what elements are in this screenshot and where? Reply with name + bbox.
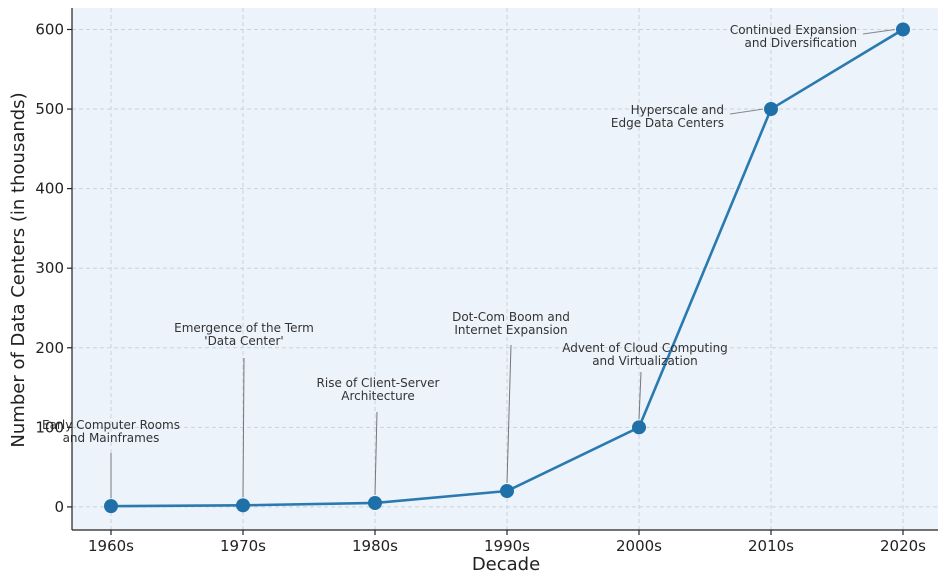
annotation-leader (242, 357, 245, 498)
data-point (632, 420, 646, 435)
y-tick-label: 600 (35, 20, 64, 38)
annotation-label: Advent of Cloud Computing (562, 341, 728, 355)
y-tick-label: 100 (35, 418, 64, 436)
annotation-leader (506, 344, 512, 484)
data-point (236, 498, 250, 513)
x-tick-label: 1960s (88, 537, 134, 555)
y-axis-title: Number of Data Centers (in thousands) (8, 92, 29, 447)
annotation-label: Internet Expansion (454, 323, 567, 337)
grid (72, 8, 938, 530)
annotation-leader (862, 28, 896, 35)
annotation-label: Dot-Com Boom and (452, 310, 570, 324)
series (104, 22, 910, 514)
data-point (368, 495, 382, 510)
annotation-leader (374, 411, 378, 495)
x-tick-label: 1990s (484, 537, 530, 555)
annotation-label: Hyperscale and (631, 103, 724, 117)
annotation-label: Architecture (341, 389, 414, 403)
y-tick-label: 400 (35, 180, 64, 198)
y-tick-label: 0 (54, 498, 64, 516)
y-tick-label: 300 (35, 259, 64, 277)
x-tick-label: 2020s (880, 537, 926, 555)
data-point (896, 22, 910, 37)
x-tick-label: 2000s (616, 537, 662, 555)
data-point (764, 102, 778, 117)
annotation-label: Emergence of the Term (174, 321, 314, 335)
x-tick-label: 1970s (220, 537, 266, 555)
annotation-leaders (110, 28, 896, 499)
annotation-leader (638, 371, 642, 420)
annotation-label: Rise of Client-Server (317, 376, 440, 390)
y-tick-label: 500 (35, 100, 64, 118)
x-tick-label: 2010s (748, 537, 794, 555)
data-point (500, 484, 514, 499)
x-tick-label: 1980s (352, 537, 398, 555)
annotation-label: and Virtualization (592, 354, 698, 368)
axes (71, 8, 938, 531)
annotation-label: Edge Data Centers (611, 116, 724, 130)
annotation-label: and Diversification (745, 36, 857, 50)
ticks: 0 100 200 300 400 500 600 1960s 1970s 1980s 1990s 2… (35, 20, 926, 555)
annotation-label: Continued Expansion (730, 23, 857, 37)
annotation-label: Early Computer Rooms (42, 418, 180, 432)
annotation-label: and Mainframes (63, 431, 160, 445)
annotation-leader (729, 108, 764, 115)
y-tick-label: 200 (35, 339, 64, 357)
x-axis-title: Decade (472, 554, 540, 574)
data-point (104, 499, 118, 514)
annotation-label: 'Data Center' (204, 334, 283, 348)
